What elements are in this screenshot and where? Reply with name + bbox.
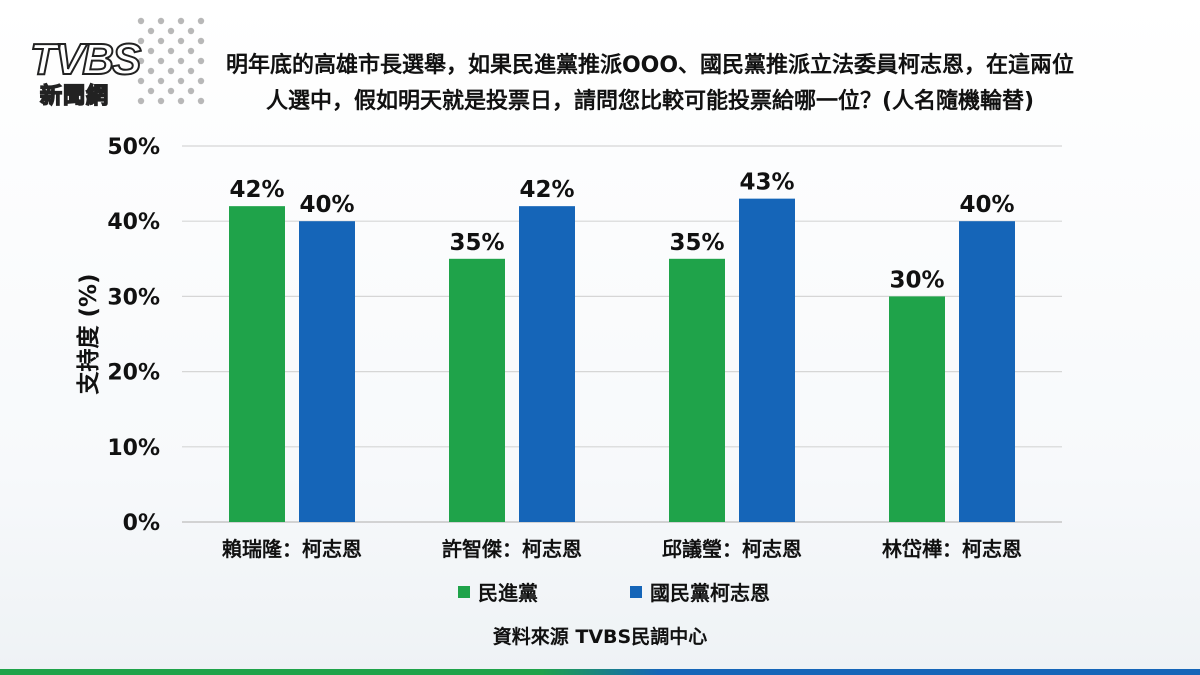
logo-subtext: 新聞網: [39, 84, 110, 109]
bar-data-label: 35%: [449, 230, 504, 256]
tvbs-logo: TVBS 新聞網: [26, 16, 205, 116]
y-tick-label: 0%: [123, 511, 160, 536]
data-source: 資料來源 TVBS民調中心: [492, 626, 708, 648]
bar: [229, 206, 285, 522]
bar-data-label: 42%: [519, 177, 574, 203]
chart-title-line-1: 明年底的高雄市長選舉，如果民進黨推派OOO、國民黨推派立法委員柯志恩，在這兩位: [225, 53, 1075, 78]
bar: [739, 198, 795, 522]
x-tick-label: 邱議瑩：柯志恩: [662, 537, 802, 561]
bar-data-label: 40%: [959, 192, 1014, 218]
bar-data-label: 40%: [299, 192, 354, 218]
bar: [959, 221, 1015, 522]
legend-swatch: [630, 586, 642, 598]
x-tick-label: 林岱樺：柯志恩: [882, 537, 1022, 561]
bar: [519, 206, 575, 522]
bar: [449, 258, 505, 522]
bar: [299, 221, 355, 522]
bar-data-label: 43%: [739, 170, 794, 196]
logo-dot-pattern-icon: [137, 17, 205, 105]
chart-title: 明年底的高雄市長選舉，如果民進黨推派OOO、國民黨推派立法委員柯志恩，在這兩位 …: [150, 48, 1150, 120]
bar: [889, 296, 945, 522]
x-tick-label: 賴瑞隆：柯志恩: [222, 537, 362, 561]
bar-data-label: 30%: [889, 267, 944, 293]
y-tick-label: 20%: [107, 361, 160, 386]
legend-label: 國民黨柯志恩: [650, 581, 770, 605]
legend-swatch: [458, 586, 470, 598]
y-tick-label: 30%: [107, 285, 160, 310]
y-tick-label: 40%: [107, 210, 160, 235]
y-tick-label: 50%: [107, 135, 160, 160]
bar-data-label: 35%: [669, 230, 724, 256]
y-axis-label: 支持度 (%): [75, 273, 102, 395]
chart-title-line-2: 人選中，假如明天就是投票日，請問您比較可能投票給哪一位？(人名隨機輪替): [265, 89, 1035, 114]
bar-data-label: 42%: [229, 177, 284, 203]
legend-label: 民進黨: [478, 581, 538, 605]
y-tick-label: 10%: [107, 436, 160, 461]
x-tick-label: 許智傑：柯志恩: [442, 537, 582, 561]
bar: [669, 258, 725, 522]
bottom-color-bar: [0, 669, 1200, 675]
logo-text: TVBS: [29, 35, 142, 84]
